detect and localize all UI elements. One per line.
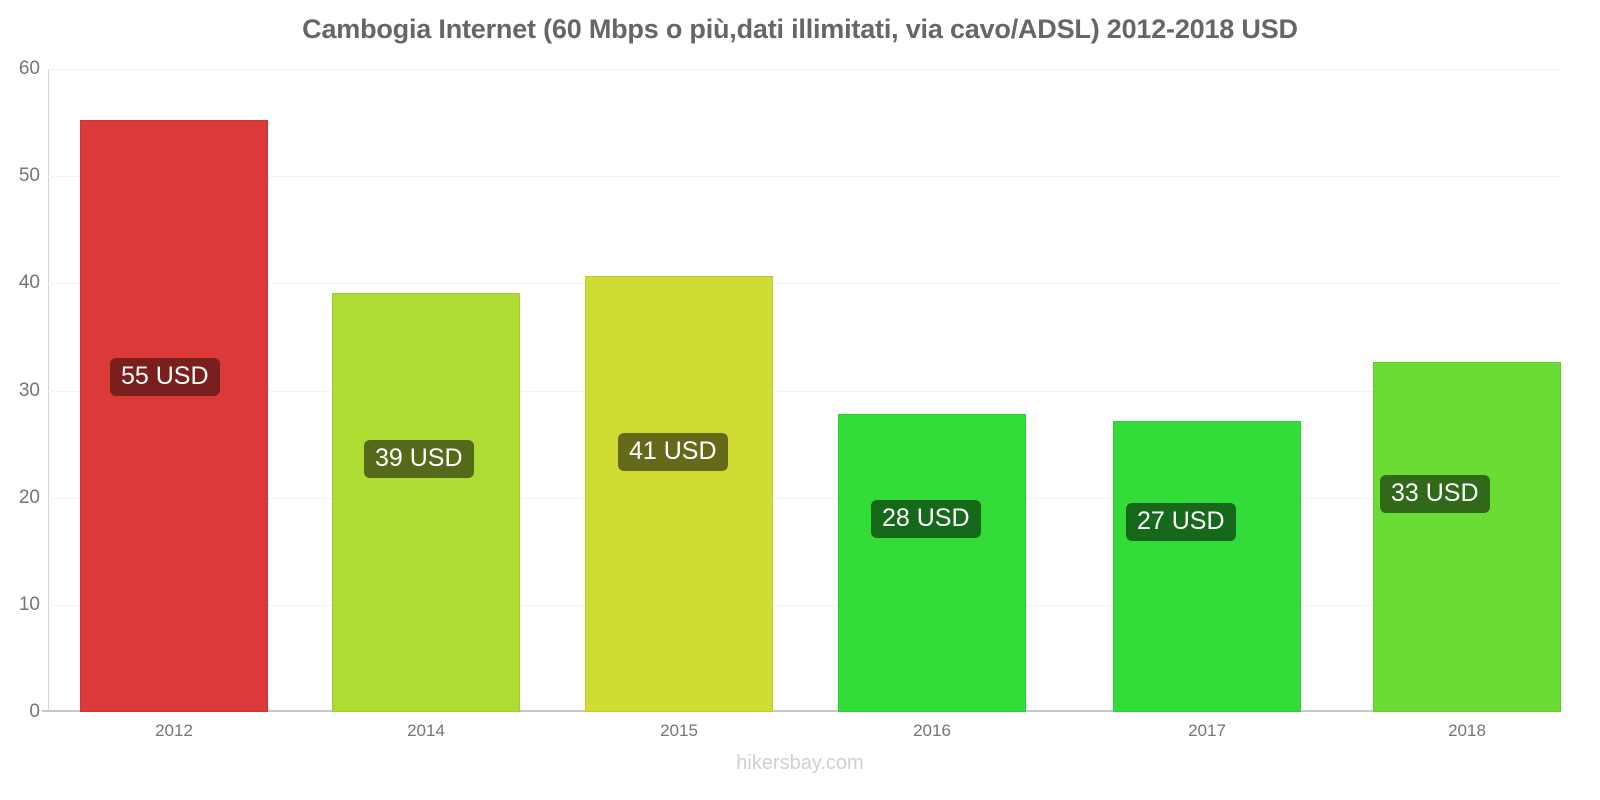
bar-2016[interactable] bbox=[838, 414, 1026, 712]
grid-line bbox=[48, 69, 1560, 70]
y-axis-tick-label: 10 bbox=[18, 593, 40, 615]
bar-value-label: 41 USD bbox=[618, 433, 728, 472]
page-title: Cambogia Internet (60 Mbps o più,dati il… bbox=[302, 14, 1298, 44]
x-axis-baseline bbox=[42, 710, 1560, 712]
x-axis-tick-label: 2016 bbox=[913, 721, 951, 740]
y-axis-tick-label: 60 bbox=[18, 58, 40, 79]
x-axis-tick-label: 2012 bbox=[155, 721, 193, 740]
grid-line bbox=[48, 604, 1560, 606]
x-axis-tick-label: 2014 bbox=[407, 721, 445, 740]
x-axis-tick-label: 2015 bbox=[660, 721, 698, 740]
bar-value-label: 39 USD bbox=[364, 440, 474, 479]
y-axis-tick-label: 50 bbox=[18, 165, 40, 187]
y-axis-tick-label: 0 bbox=[29, 701, 40, 722]
y-axis-tick-label: 20 bbox=[18, 486, 40, 508]
bar-2012[interactable] bbox=[80, 120, 268, 712]
bar-2015[interactable] bbox=[585, 275, 773, 712]
bar-2018[interactable] bbox=[1373, 361, 1561, 712]
y-axis-tick-label: 30 bbox=[18, 379, 40, 401]
x-axis-tick-label: 2017 bbox=[1188, 721, 1226, 740]
bar-2014[interactable] bbox=[332, 292, 520, 712]
bar-value-label: 28 USD bbox=[871, 500, 981, 539]
x-axis-tick-label: 2018 bbox=[1448, 721, 1486, 740]
bar-value-label: 55 USD bbox=[110, 358, 220, 397]
grid-line bbox=[48, 497, 1560, 499]
bar-2017[interactable] bbox=[1113, 420, 1301, 712]
source-watermark: hikersbay.com bbox=[736, 752, 864, 774]
bar-value-label: 33 USD bbox=[1380, 475, 1490, 514]
grid-line bbox=[48, 390, 1560, 392]
plot-area bbox=[42, 69, 1561, 712]
grid-line bbox=[48, 283, 1560, 285]
bar-value-label: 27 USD bbox=[1126, 503, 1236, 542]
y-axis-tick-label: 40 bbox=[18, 272, 40, 294]
grid-line bbox=[48, 176, 1560, 178]
